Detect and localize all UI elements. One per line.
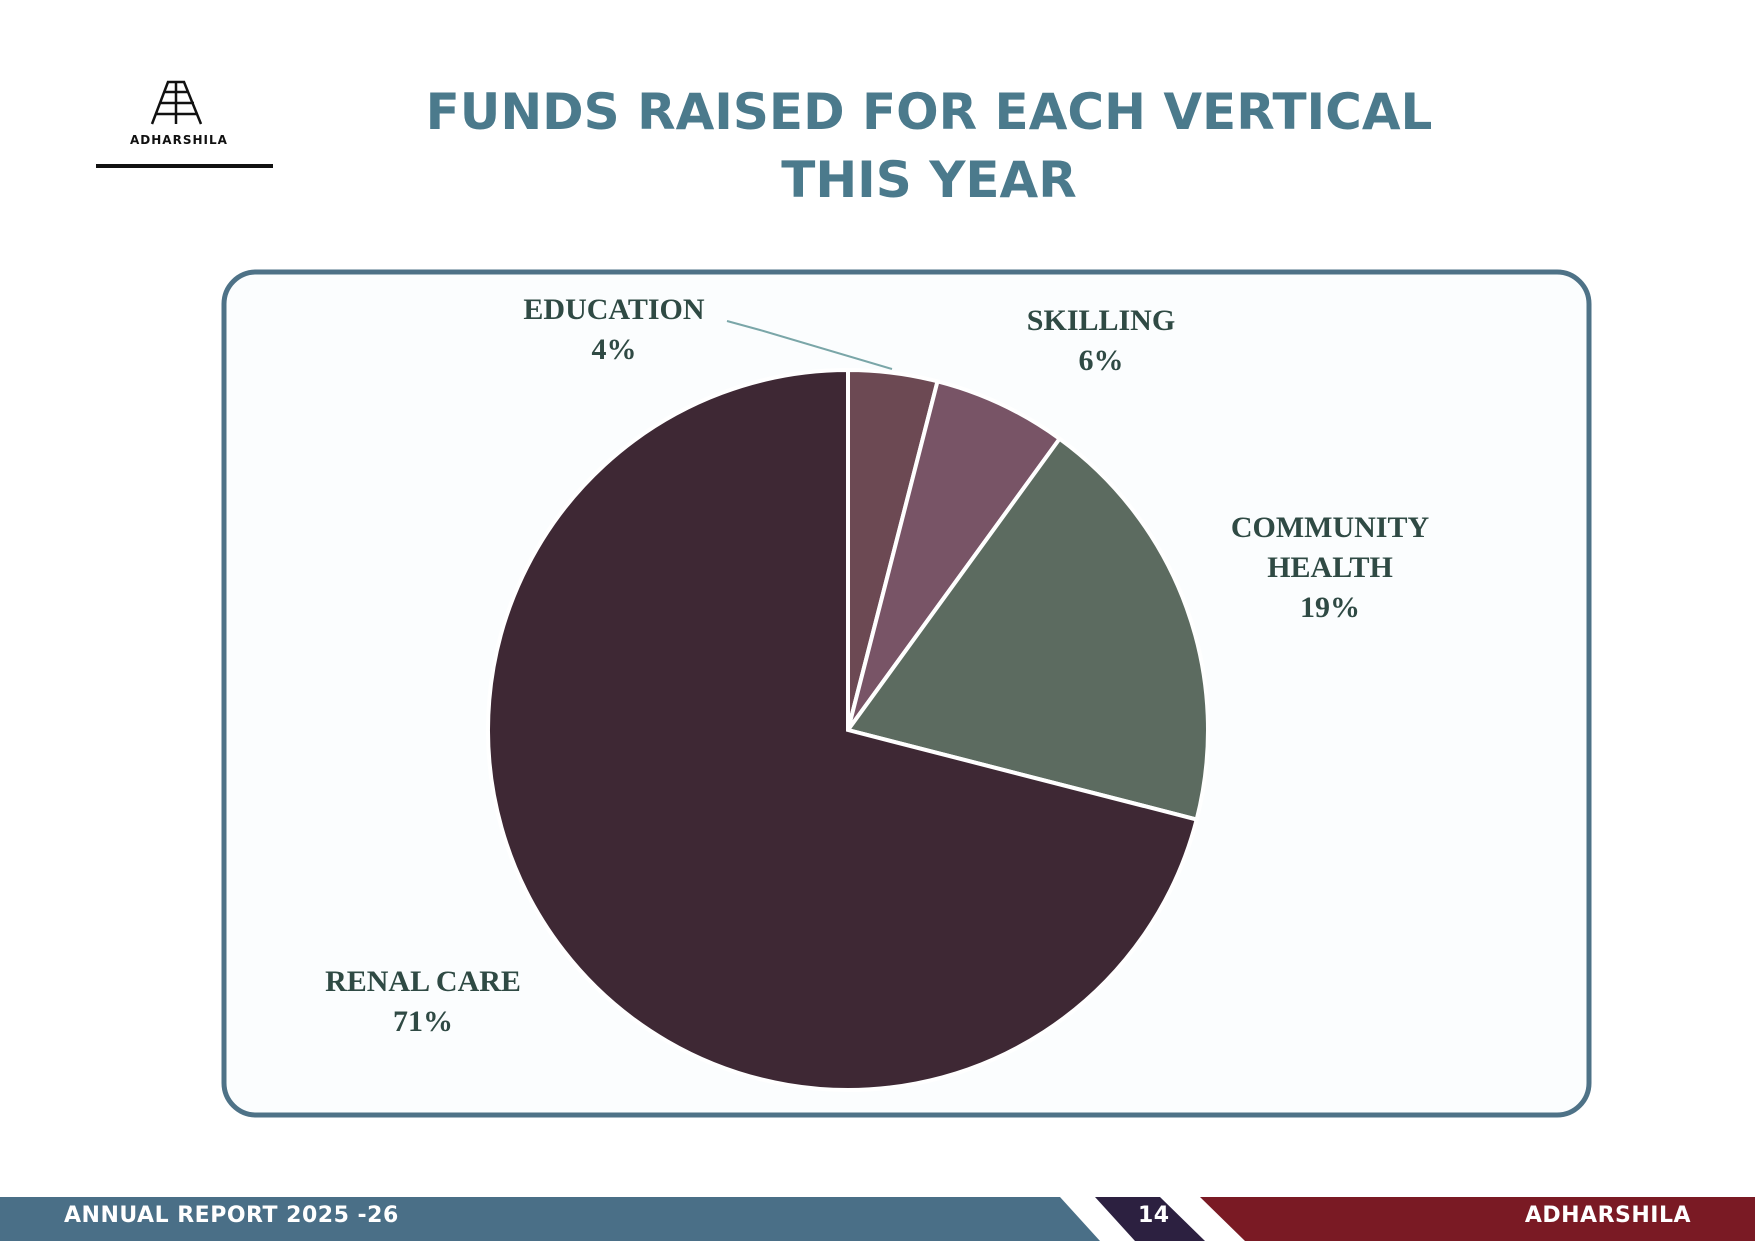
pie-slice [486,367,1200,1092]
slice-label: SKILLING 6% [971,301,1231,381]
category-label: EDUCATION [523,293,705,326]
category-label: RENAL CARE [325,965,521,998]
slice-label: EDUCATION 4% [484,290,744,370]
slice-label: COMMUNITY HEALTH 19% [1215,508,1445,628]
value-label: 6% [1078,344,1124,377]
logo-icon [150,80,203,125]
pie [486,367,1210,1092]
chart-title: FUNDS RAISED FOR EACH VERTICAL THIS YEAR [425,83,1433,209]
category-label: SKILLING [1026,304,1176,337]
pie-slice [844,435,1210,822]
slice-label: RENAL CARE 71% [273,962,573,1042]
value-label: 19% [1300,591,1360,624]
leader-line [726,320,893,370]
category-label: COMMUNITY HEALTH [1230,511,1430,584]
logo-text: ADHARSHILA [130,133,228,147]
footer-right: ADHARSHILA [1524,1203,1691,1228]
footer-left: ANNUAL REPORT 2025 -26 [64,1203,399,1228]
pie-slice [846,378,1063,732]
value-label: 71% [393,1005,453,1038]
footer-page-bar [1095,1197,1205,1241]
footer-bar [0,1197,1100,1241]
footer-bar [1200,1197,1755,1241]
page-number: 14 [1138,1203,1170,1228]
value-label: 4% [591,333,637,366]
